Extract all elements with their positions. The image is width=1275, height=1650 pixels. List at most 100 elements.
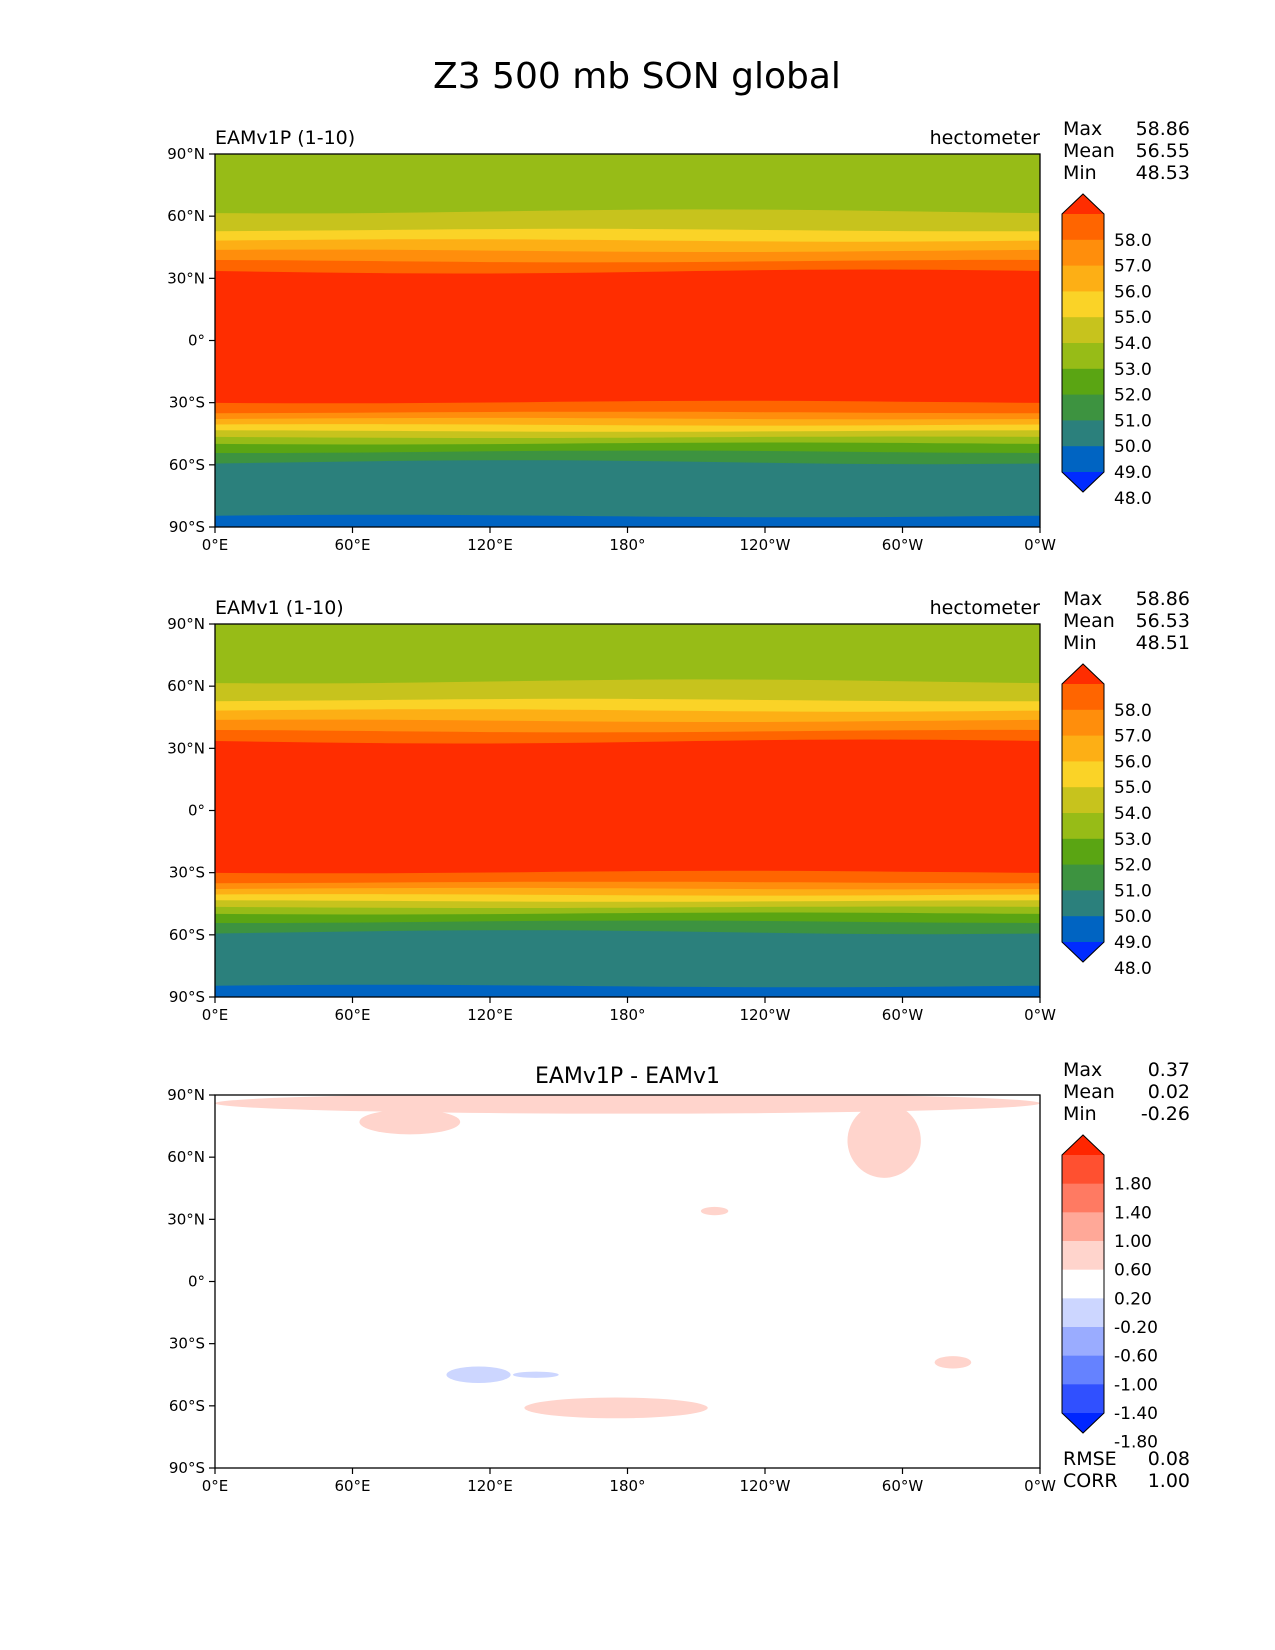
lat-tick-label: 30°N — [167, 269, 205, 287]
colorbar-segment — [1062, 446, 1104, 473]
lon-tick-label: 60°E — [334, 1477, 370, 1495]
stat-label: Mean — [1063, 610, 1115, 632]
colorbar-segment — [1062, 343, 1104, 370]
colorbar-extend-max — [1062, 664, 1104, 684]
lat-tick-label: 90°N — [167, 1086, 205, 1104]
lon-tick-label: 60°E — [334, 536, 370, 554]
colorbar-label: 52.0 — [1114, 856, 1152, 876]
colorbar-label: 0.60 — [1114, 1261, 1152, 1281]
stat-label: Min — [1063, 1103, 1097, 1125]
lat-tick-label: 60°S — [169, 456, 205, 474]
lon-tick-label: 60°W — [882, 1006, 924, 1024]
panel-left-title: EAMv1P (1-10) — [215, 127, 355, 149]
lon-tick-label: 60°E — [334, 1006, 370, 1024]
contour-band — [215, 624, 1040, 685]
lon-tick-label: 120°E — [467, 1006, 513, 1024]
colorbar-label: 48.0 — [1114, 489, 1152, 509]
colorbar-segment — [1062, 420, 1104, 447]
colorbar-label: 48.0 — [1114, 959, 1152, 979]
contour-band — [215, 460, 1040, 520]
colorbar-label: 58.0 — [1114, 701, 1152, 721]
colorbar-segment — [1062, 787, 1104, 814]
colorbar-label: 50.0 — [1114, 907, 1152, 927]
colorbar: 1.80 1.40 1.00 0.60 0.20 -0.20 -0.60 -1.00 -1.40… — [1061, 1134, 1158, 1453]
colorbar-label: 1.00 — [1114, 1232, 1152, 1252]
contour-band — [215, 514, 1040, 527]
stat-value: 0.02 — [1148, 1081, 1190, 1103]
colorbar-label: 58.0 — [1114, 231, 1152, 251]
stat-label: Mean — [1063, 140, 1115, 162]
lon-tick-label: 180° — [609, 1477, 645, 1495]
lat-tick-label: 90°N — [167, 145, 205, 163]
colorbar-segment — [1062, 239, 1104, 267]
colorbar-label: 57.0 — [1114, 727, 1152, 747]
colorbar-outline — [1061, 193, 1105, 493]
stat-value: 48.53 — [1136, 162, 1190, 184]
stat-label: Min — [1063, 162, 1097, 184]
stat-value: -0.26 — [1141, 1103, 1190, 1125]
lon-tick-label: 180° — [609, 1006, 645, 1024]
colorbar-segment — [1062, 761, 1104, 788]
stat-label: Max — [1063, 1059, 1102, 1081]
anomaly-blob — [700, 1206, 729, 1216]
panel-center-title: EAMv1P - EAMv1 — [535, 1064, 720, 1089]
colorbar-segment — [1062, 684, 1104, 711]
colorbar-label: 49.0 — [1114, 463, 1152, 483]
lon-tick-label: 0°E — [202, 1006, 229, 1024]
colorbar-label: 0.20 — [1114, 1289, 1152, 1309]
colorbar-label: 55.0 — [1114, 778, 1152, 798]
colorbar-segment — [1062, 1298, 1104, 1328]
contour-band — [215, 154, 1040, 215]
stat-value: 58.86 — [1136, 588, 1190, 610]
lat-tick-label: 0° — [188, 332, 205, 350]
colorbar-segment — [1062, 709, 1104, 737]
anomaly-blob — [847, 1103, 921, 1178]
lon-tick-label: 120°E — [467, 536, 513, 554]
lat-tick-label: 90°N — [167, 615, 205, 633]
stat-value: 0.08 — [1148, 1448, 1190, 1470]
stat-value: 1.00 — [1148, 1470, 1190, 1492]
lon-tick-label: 120°W — [740, 1477, 791, 1495]
lon-tick-label: 0°W — [1024, 1006, 1056, 1024]
colorbar-segment — [1062, 1355, 1104, 1385]
anomaly-blob — [359, 1109, 461, 1135]
lat-tick-label: 30°N — [167, 1210, 205, 1228]
colorbar-label: 1.40 — [1114, 1203, 1152, 1223]
colorbar-extend-min — [1062, 472, 1104, 492]
stat-value: 48.51 — [1136, 632, 1190, 654]
lon-tick-label: 0°W — [1024, 1477, 1056, 1495]
panel-difference: 90°N 60°N 30°N 0° 30°S 60°S 90°S0°E 60°E 120°E 18… — [167, 1059, 1190, 1495]
colorbar-label: -0.60 — [1114, 1347, 1158, 1367]
lon-tick-label: 60°W — [882, 536, 924, 554]
colorbar-extend-max — [1062, 1135, 1104, 1155]
colorbar: 58.0 57.0 56.0 55.0 54.0 53.0 52.0 51.0 50.0 49.0… — [1061, 193, 1152, 509]
colorbar-segment — [1062, 265, 1104, 292]
lat-tick-label: 60°N — [167, 677, 205, 695]
lat-tick-label: 90°S — [169, 988, 205, 1006]
colorbar-label: 56.0 — [1114, 282, 1152, 302]
colorbar-label: 53.0 — [1114, 360, 1152, 380]
lon-tick-label: 120°W — [740, 536, 791, 554]
colorbar-label: 54.0 — [1114, 804, 1152, 824]
lat-tick-label: 90°S — [169, 518, 205, 536]
stat-label: Max — [1063, 588, 1102, 610]
lat-tick-label: 60°S — [169, 1397, 205, 1415]
colorbar-label: 1.80 — [1114, 1175, 1152, 1195]
colorbar-label: 50.0 — [1114, 437, 1152, 457]
colorbar-label: 51.0 — [1114, 411, 1152, 431]
lon-tick-label: 60°W — [882, 1477, 924, 1495]
stat-value: 0.37 — [1148, 1059, 1190, 1081]
colorbar-segment — [1062, 317, 1104, 344]
lat-tick-label: 0° — [188, 1273, 205, 1291]
lon-tick-label: 120°E — [467, 1477, 513, 1495]
stat-label: Mean — [1063, 1081, 1115, 1103]
colorbar: 58.0 57.0 56.0 55.0 54.0 53.0 52.0 51.0 50.0 49.0… — [1061, 663, 1152, 979]
colorbar-segment — [1062, 864, 1104, 891]
panel-test: 90°N 60°N 30°N 0° 30°S 60°S 90°S0°E 60°E 120°E 18… — [167, 118, 1190, 554]
stat-label: RMSE — [1063, 1448, 1117, 1470]
colorbar-segment — [1062, 813, 1104, 840]
lat-tick-label: 60°N — [167, 207, 205, 225]
anomaly-blob — [446, 1366, 511, 1384]
colorbar-outline — [1061, 1134, 1105, 1434]
